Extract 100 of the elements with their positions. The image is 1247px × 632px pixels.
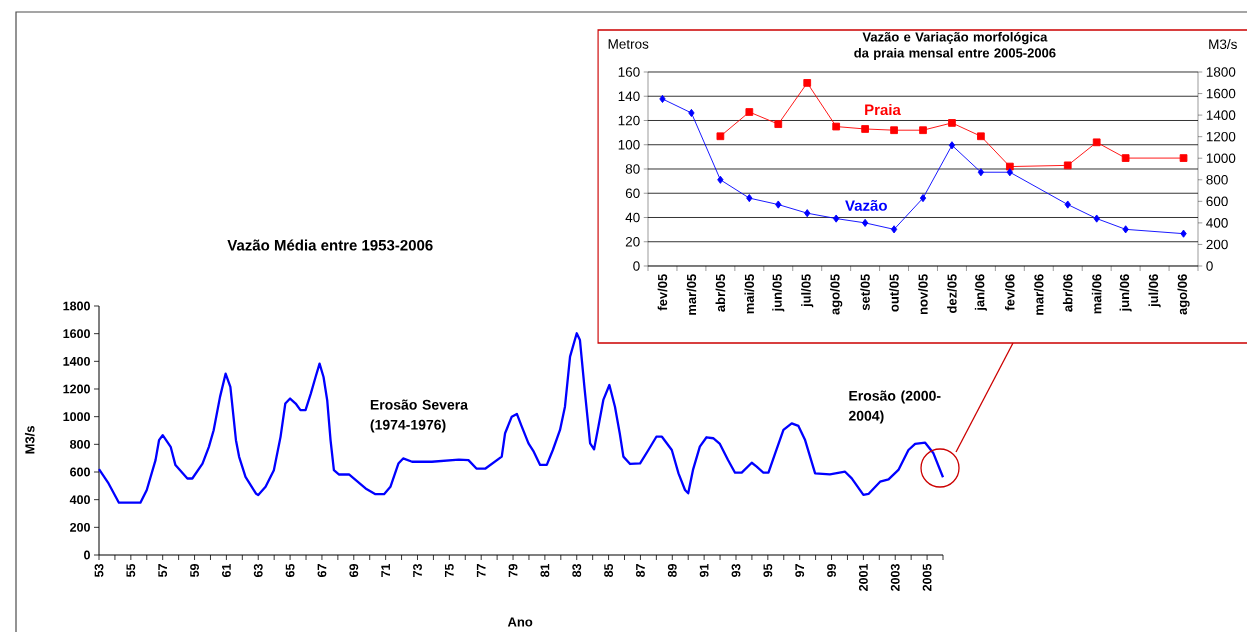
- x-tick-label: out/05: [889, 274, 899, 312]
- y-tick-label: 1800: [63, 301, 90, 311]
- annotation: Erosão Severa (1974-1976): [370, 399, 469, 433]
- x-tick-label: 95: [763, 563, 773, 577]
- x-tick-label: 2001: [858, 563, 868, 591]
- x-tick-label: 69: [349, 564, 359, 577]
- point: [1093, 214, 1100, 223]
- y2-axis-title: M3/s: [1209, 39, 1237, 50]
- y2-tick-label: 1800: [1206, 67, 1236, 77]
- y-tick-label: 600: [70, 467, 90, 477]
- x-tick-label: 87: [636, 564, 645, 578]
- point: [1122, 225, 1129, 234]
- x-tick-label: 99: [827, 564, 836, 577]
- x-tick-label: 2005: [922, 563, 932, 591]
- x-tick-label: set/05: [860, 274, 870, 311]
- y-tick-label: 60: [625, 188, 640, 199]
- x-tick-label: jul/06: [1148, 274, 1161, 308]
- x-tick-label: jan/06: [974, 274, 987, 311]
- y2-tick-label: 200: [1206, 239, 1228, 250]
- point: [977, 168, 985, 177]
- x-tick-label: 97: [795, 564, 805, 577]
- point: [803, 79, 812, 87]
- point: [774, 120, 783, 128]
- y2-tick-label: 400: [1206, 218, 1228, 228]
- x-tick-label: 79: [508, 564, 518, 577]
- x-tick-label: mai/05: [744, 274, 755, 314]
- point: [716, 132, 725, 141]
- point: [919, 194, 927, 203]
- x-tick-label: ago/05: [830, 274, 843, 315]
- point: [832, 122, 841, 131]
- point: [833, 214, 840, 223]
- x-tick-label: 57: [158, 564, 168, 578]
- point: [1092, 138, 1101, 147]
- y2-tick-label: 1200: [1206, 131, 1236, 142]
- y2-tick-label: 1600: [1206, 88, 1236, 99]
- x-tick-label: 55: [126, 563, 136, 578]
- x-tick-label: mai/06: [1091, 274, 1102, 314]
- x-tick-label: 63: [253, 564, 263, 577]
- y2-tick-label: 800: [1206, 174, 1228, 185]
- chart-title: Vazão e Variação morfológica da praia mensal entre 2005-2006: [854, 31, 1056, 61]
- point: [1180, 229, 1187, 238]
- point: [919, 126, 927, 135]
- y-tick-label: 400: [69, 495, 90, 505]
- point: [890, 225, 898, 234]
- y-tick-label: 800: [70, 439, 90, 449]
- x-tick-label: 71: [381, 563, 390, 577]
- x-tick-label: 67: [317, 564, 327, 577]
- point: [1006, 168, 1013, 177]
- point: [1121, 154, 1130, 162]
- x-tick-label: 77: [476, 564, 486, 577]
- x-tick-label: fev/05: [657, 274, 668, 311]
- point: [688, 108, 695, 117]
- x-tick-label: nov/05: [918, 274, 928, 315]
- x-axis-title: Ano: [507, 617, 533, 627]
- x-tick-label: abr/05: [715, 274, 726, 312]
- x-tick-label: dez/05: [947, 274, 957, 314]
- x-tick-label: 83: [572, 564, 582, 578]
- x-tick-label: ago/06: [1177, 274, 1190, 315]
- x-tick-label: 85: [604, 563, 614, 578]
- x-tick-label: 81: [540, 563, 550, 578]
- y2-tick-label: 0: [1206, 261, 1213, 271]
- point: [948, 141, 956, 150]
- x-tick-label: 89: [667, 564, 677, 578]
- x-tick-label: 91: [699, 563, 709, 577]
- y-tick-label: 120: [618, 115, 640, 126]
- series-label: Vazão: [845, 199, 887, 211]
- y-tick-label: 1000: [63, 412, 90, 422]
- y-tick-label: 1400: [63, 356, 90, 366]
- x-tick-label: mar/06: [1033, 274, 1044, 315]
- point: [861, 125, 869, 133]
- point: [804, 209, 811, 218]
- x-tick-label: jun/06: [1119, 274, 1132, 312]
- point: [890, 126, 898, 135]
- x-tick-label: jul/05: [801, 274, 814, 308]
- y-tick-label: 1600: [63, 329, 90, 339]
- series-label: Praia: [865, 104, 901, 116]
- point: [948, 119, 956, 127]
- y-tick-label: 0: [633, 261, 640, 271]
- x-tick-label: 53: [94, 564, 104, 578]
- point: [1179, 154, 1188, 162]
- point: [746, 194, 753, 203]
- y-tick-label: 160: [618, 67, 640, 77]
- x-tick-label: 59: [190, 564, 199, 578]
- point: [861, 218, 869, 227]
- y2-tick-label: 600: [1206, 196, 1228, 207]
- y-axis-title: Metros: [608, 39, 649, 49]
- x-tick-label: jun/05: [772, 274, 785, 312]
- y-tick-label: 40: [625, 212, 640, 223]
- y-tick-label: 200: [70, 522, 90, 532]
- x-tick-label: 93: [731, 564, 741, 577]
- x-tick-label: 73: [413, 564, 422, 577]
- x-tick-label: mar/05: [686, 274, 697, 315]
- point: [659, 94, 666, 103]
- y2-tick-label: 1400: [1206, 110, 1236, 120]
- point: [977, 132, 985, 141]
- y-tick-label: 20: [625, 236, 640, 247]
- annotation: Erosão (2000-2004): [848, 390, 941, 424]
- x-tick-label: 65: [285, 563, 295, 577]
- point: [1064, 200, 1071, 209]
- y-tick-label: 0: [84, 550, 90, 560]
